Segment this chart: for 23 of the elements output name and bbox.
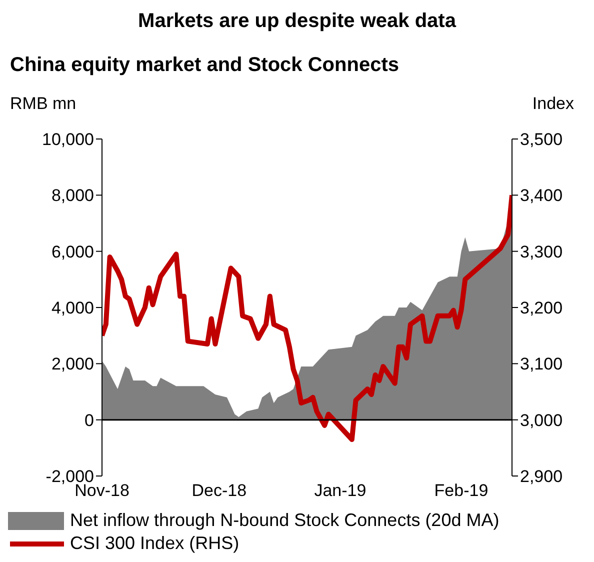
y-tick-label: 4,000 [51,298,94,318]
x-tick-label: Dec-18 [192,481,247,500]
y2-tick-label: 3,200 [520,298,563,318]
y-tick-label: 2,000 [51,354,94,374]
y-tick-label: 0 [84,410,94,430]
x-tick-label: Jan-19 [314,481,366,500]
y2-tick-label: 3,000 [520,410,563,430]
y-tick-label: 6,000 [51,242,94,262]
y-tick-label: 10,000 [42,130,94,150]
y-axis-title: RMB mn [10,94,76,114]
y2-axis-title: Index [532,94,574,114]
y-tick-label: 8,000 [51,186,94,206]
x-tick-label: Nov-18 [74,481,130,500]
y2-tick-label: 3,300 [520,242,563,262]
legend-label: Net inflow through N-bound Stock Connects (20d MA) [70,510,500,531]
legend-label: CSI 300 Index (RHS) [70,533,240,554]
y2-tick-label: 2,900 [520,467,563,486]
y2-tick-label: 3,100 [520,354,563,374]
y2-tick-label: 3,500 [520,130,563,150]
y2-tick-label: 3,400 [520,186,563,206]
x-tick-label: Feb-19 [434,481,488,500]
chart-subtitle: China equity market and Stock Connects [10,54,399,77]
chart-title: Markets are up despite weak data [137,10,458,33]
